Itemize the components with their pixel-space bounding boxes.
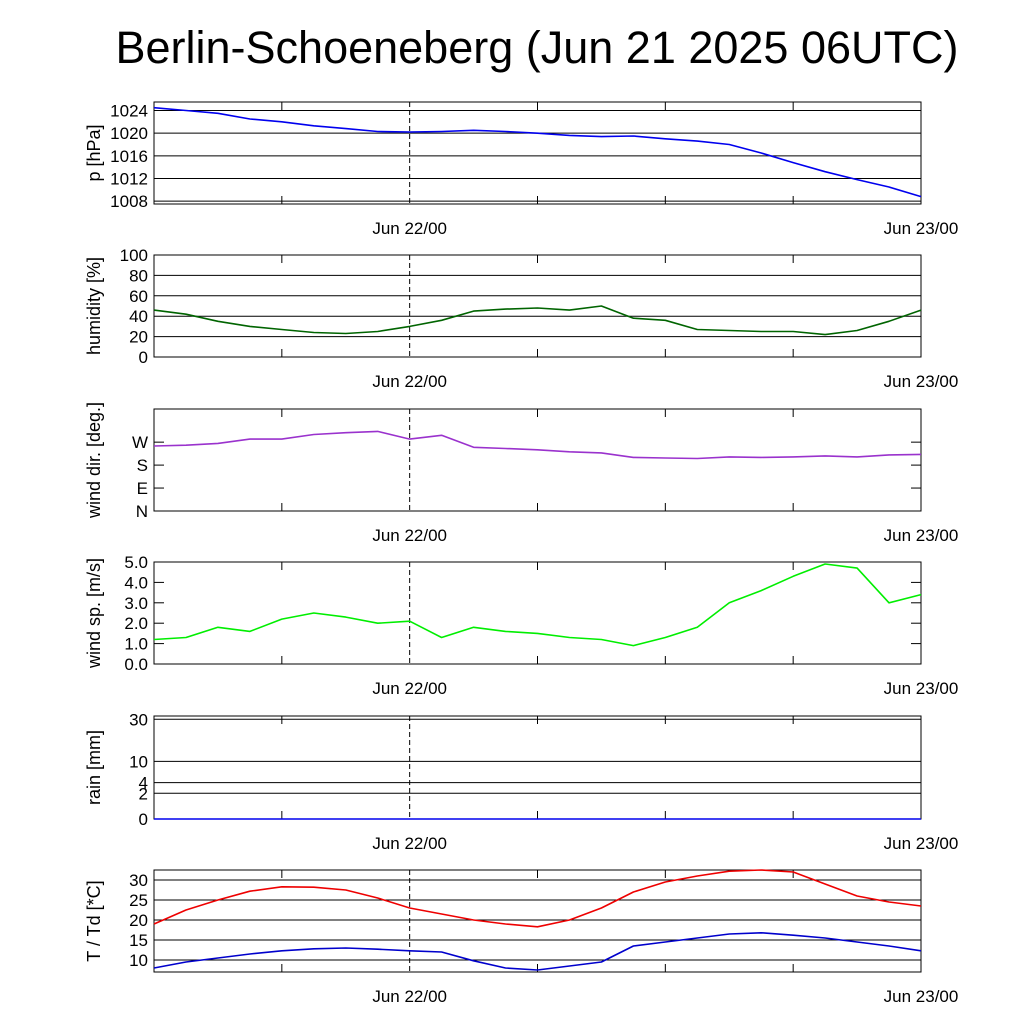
pressure-ytick-label: 1008 [110, 192, 148, 211]
wind-speed-frame [153, 561, 922, 665]
humidity-ytick-label: 60 [129, 287, 148, 306]
humidity-frame [153, 254, 922, 358]
temperature-series-1 [153, 931, 922, 971]
rain-ytick-label: 0 [139, 810, 148, 829]
humidity-ylabel: humidity [%] [84, 257, 104, 355]
wind-speed-xtick-label: Jun 23/00 [884, 679, 959, 698]
temperature-series-0 [153, 869, 922, 928]
rain-xtick-label: Jun 22/00 [372, 834, 447, 853]
wind-direction-ytick-label: E [137, 479, 148, 498]
wind-speed-series-0 [153, 563, 922, 647]
wind-speed-ylabel: wind sp. [m/s] [84, 558, 104, 669]
wind-speed-ytick-label: 2.0 [124, 614, 148, 633]
wind-speed-xtick-label: Jun 22/00 [372, 679, 447, 698]
temperature-ytick-label: 30 [129, 871, 148, 890]
pressure-ytick-label: 1016 [110, 147, 148, 166]
humidity-ytick-label: 100 [120, 246, 148, 265]
chart-title: Berlin-Schoeneberg (Jun 21 2025 06UTC) [115, 22, 959, 73]
humidity-ytick-label: 40 [129, 307, 148, 326]
humidity-series-0 [153, 305, 922, 336]
wind-direction-series-0 [153, 430, 922, 460]
wind-direction-xtick-label: Jun 23/00 [884, 526, 959, 545]
humidity-ytick-label: 80 [129, 266, 148, 285]
pressure-ylabel: p [hPa] [84, 124, 104, 181]
wind-direction-ylabel: wind dir. [deg.] [84, 402, 104, 519]
pressure-frame [153, 101, 922, 205]
temperature-xtick-label: Jun 23/00 [884, 987, 959, 1006]
temperature-ytick-label: 10 [129, 951, 148, 970]
wind-direction-frame [153, 408, 922, 512]
wind-speed-ytick-label: 3.0 [124, 594, 148, 613]
humidity-xtick-label: Jun 22/00 [372, 372, 447, 391]
wind-direction-xtick-label: Jun 22/00 [372, 526, 447, 545]
pressure-series-0 [153, 106, 922, 198]
pressure-ytick-label: 1012 [110, 170, 148, 189]
wind-direction-ytick-label: W [132, 433, 148, 452]
humidity-ytick-label: 20 [129, 328, 148, 347]
rain-ytick-label: 30 [129, 710, 148, 729]
wind-speed-ytick-label: 4.0 [124, 573, 148, 592]
humidity-xtick-label: Jun 23/00 [884, 372, 959, 391]
wind-direction-ytick-label: N [136, 502, 148, 521]
temperature-frame [153, 869, 922, 973]
rain-ytick-label: 10 [129, 752, 148, 771]
rain-ytick-label: 4 [139, 774, 148, 793]
rain-frame [153, 715, 922, 820]
wind-speed-ytick-label: 1.0 [124, 635, 148, 654]
wind-direction-ytick-label: S [137, 456, 148, 475]
temperature-xtick-label: Jun 22/00 [372, 987, 447, 1006]
temperature-ytick-label: 15 [129, 931, 148, 950]
temperature-ylabel: T / Td [*C] [84, 880, 104, 961]
wind-speed-ytick-label: 0.0 [124, 655, 148, 674]
pressure-xtick-label: Jun 23/00 [884, 219, 959, 238]
temperature-ytick-label: 20 [129, 911, 148, 930]
pressure-xtick-label: Jun 22/00 [372, 219, 447, 238]
rain-ytick-label: 2 [139, 784, 148, 803]
rain-ylabel: rain [mm] [84, 730, 104, 805]
humidity-ytick-label: 0 [139, 348, 148, 367]
pressure-ytick-label: 1024 [110, 102, 148, 121]
rain-xtick-label: Jun 23/00 [884, 834, 959, 853]
wind-speed-ytick-label: 5.0 [124, 553, 148, 572]
pressure-ytick-label: 1020 [110, 124, 148, 143]
temperature-ytick-label: 25 [129, 891, 148, 910]
